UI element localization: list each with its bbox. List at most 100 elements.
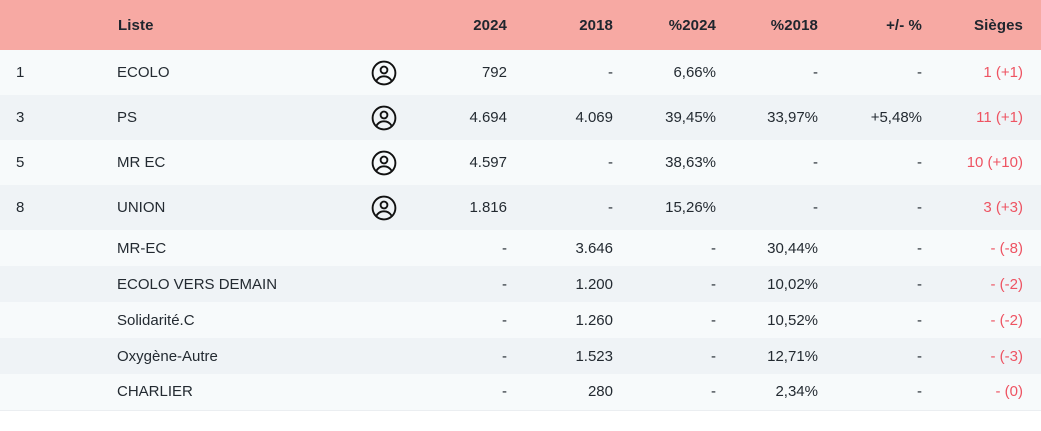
cell-pct-diff: - [818, 50, 922, 95]
header-votes-2024: 2024 [413, 0, 507, 50]
candidates-user-icon[interactable] [371, 195, 397, 221]
cell-votes-2024: 792 [413, 50, 507, 95]
cell-liste: PS [117, 95, 355, 140]
cell-list-number [0, 266, 117, 302]
cell-votes-2024: 1.816 [413, 185, 507, 230]
cell-icon [355, 50, 413, 95]
header-sieges: Sièges [922, 0, 1041, 50]
cell-pct-diff: - [818, 302, 922, 338]
cell-pct-2018: - [716, 185, 818, 230]
cell-pct-2018: - [716, 50, 818, 95]
election-results-table: Liste 2024 2018 %2024 %2018 +/- % Sièges… [0, 0, 1041, 411]
cell-pct-2024: - [613, 302, 716, 338]
header-row: Liste 2024 2018 %2024 %2018 +/- % Sièges [0, 0, 1041, 50]
cell-pct-2024: 6,66% [613, 50, 716, 95]
cell-votes-2018: - [507, 50, 613, 95]
cell-pct-diff: - [818, 266, 922, 302]
cell-votes-2024: - [413, 374, 507, 411]
cell-votes-2024: 4.597 [413, 140, 507, 185]
cell-icon [355, 185, 413, 230]
cell-list-number [0, 338, 117, 374]
cell-pct-2024: - [613, 338, 716, 374]
cell-pct-diff: - [818, 374, 922, 411]
cell-pct-2018: 33,97% [716, 95, 818, 140]
cell-votes-2018: 3.646 [507, 230, 613, 266]
cell-liste: CHARLIER [117, 374, 355, 411]
header-pct-2018: %2018 [716, 0, 818, 50]
cell-votes-2018: - [507, 140, 613, 185]
cell-pct-diff: - [818, 140, 922, 185]
cell-pct-diff: +5,48% [818, 95, 922, 140]
cell-pct-2024: - [613, 230, 716, 266]
cell-liste: Oxygène-Autre [117, 338, 355, 374]
header-pct-2024: %2024 [613, 0, 716, 50]
cell-votes-2024: - [413, 302, 507, 338]
cell-pct-2018: 10,02% [716, 266, 818, 302]
cell-pct-2024: 39,45% [613, 95, 716, 140]
cell-pct-2018: 10,52% [716, 302, 818, 338]
cell-votes-2024: 4.694 [413, 95, 507, 140]
table-row: Solidarité.C -1.260-10,52% - - (-2) [0, 302, 1041, 338]
table-row: ECOLO VERS DEMAIN -1.200-10,02% - - (-2) [0, 266, 1041, 302]
cell-sieges: 10 (+10) [922, 140, 1041, 185]
cell-pct-2024: 38,63% [613, 140, 716, 185]
cell-list-number [0, 374, 117, 411]
candidates-user-icon[interactable] [371, 150, 397, 176]
header-pct-diff: +/- % [818, 0, 922, 50]
table-header: Liste 2024 2018 %2024 %2018 +/- % Sièges [0, 0, 1041, 50]
header-liste: Liste [117, 0, 355, 50]
cell-liste: ECOLO [117, 50, 355, 95]
cell-votes-2018: 280 [507, 374, 613, 411]
cell-votes-2018: 1.200 [507, 266, 613, 302]
cell-pct-diff: - [818, 230, 922, 266]
cell-icon [355, 374, 413, 411]
cell-votes-2018: 1.523 [507, 338, 613, 374]
cell-icon [355, 95, 413, 140]
table-row: 5 MR EC 4.597-38,63% - -10 (+10) [0, 140, 1041, 185]
cell-pct-2018: 12,71% [716, 338, 818, 374]
cell-icon [355, 230, 413, 266]
cell-liste: MR EC [117, 140, 355, 185]
cell-sieges: - (-2) [922, 266, 1041, 302]
header-icon-column [355, 0, 413, 50]
cell-list-number: 8 [0, 185, 117, 230]
cell-pct-diff: - [818, 185, 922, 230]
table-row: 1 ECOLO 792-6,66% - -1 (+1) [0, 50, 1041, 95]
cell-sieges: - (-3) [922, 338, 1041, 374]
cell-pct-2018: 30,44% [716, 230, 818, 266]
candidates-user-icon[interactable] [371, 105, 397, 131]
cell-votes-2024: - [413, 266, 507, 302]
cell-list-number: 5 [0, 140, 117, 185]
header-list-number [0, 0, 117, 50]
table-row: Oxygène-Autre -1.523-12,71% - - (-3) [0, 338, 1041, 374]
cell-sieges: 11 (+1) [922, 95, 1041, 140]
cell-votes-2018: - [507, 185, 613, 230]
cell-votes-2024: - [413, 338, 507, 374]
cell-list-number: 1 [0, 50, 117, 95]
cell-sieges: - (0) [922, 374, 1041, 411]
cell-pct-2018: 2,34% [716, 374, 818, 411]
header-votes-2018: 2018 [507, 0, 613, 50]
cell-icon [355, 338, 413, 374]
cell-pct-diff: - [818, 338, 922, 374]
table-row: MR-EC -3.646-30,44% - - (-8) [0, 230, 1041, 266]
cell-pct-2018: - [716, 140, 818, 185]
cell-icon [355, 302, 413, 338]
cell-sieges: - (-8) [922, 230, 1041, 266]
cell-votes-2018: 4.069 [507, 95, 613, 140]
cell-list-number [0, 302, 117, 338]
cell-pct-2024: 15,26% [613, 185, 716, 230]
cell-icon [355, 140, 413, 185]
table-body: 1 ECOLO 792-6,66% - -1 (+1) 3 PS 4.694 4.069 39,4… [0, 50, 1041, 411]
candidates-user-icon[interactable] [371, 60, 397, 86]
cell-pct-2024: - [613, 266, 716, 302]
cell-icon [355, 266, 413, 302]
cell-list-number [0, 230, 117, 266]
cell-votes-2024: - [413, 230, 507, 266]
table-row: CHARLIER -280-2,34% - - (0) [0, 374, 1041, 411]
table-row: 8 UNION 1.816-15,26% - -3 (+3) [0, 185, 1041, 230]
cell-sieges: 1 (+1) [922, 50, 1041, 95]
cell-sieges: 3 (+3) [922, 185, 1041, 230]
cell-liste: UNION [117, 185, 355, 230]
table-row: 3 PS 4.694 4.069 39,45% 33,97% +5,48% 11 (+1) [0, 95, 1041, 140]
